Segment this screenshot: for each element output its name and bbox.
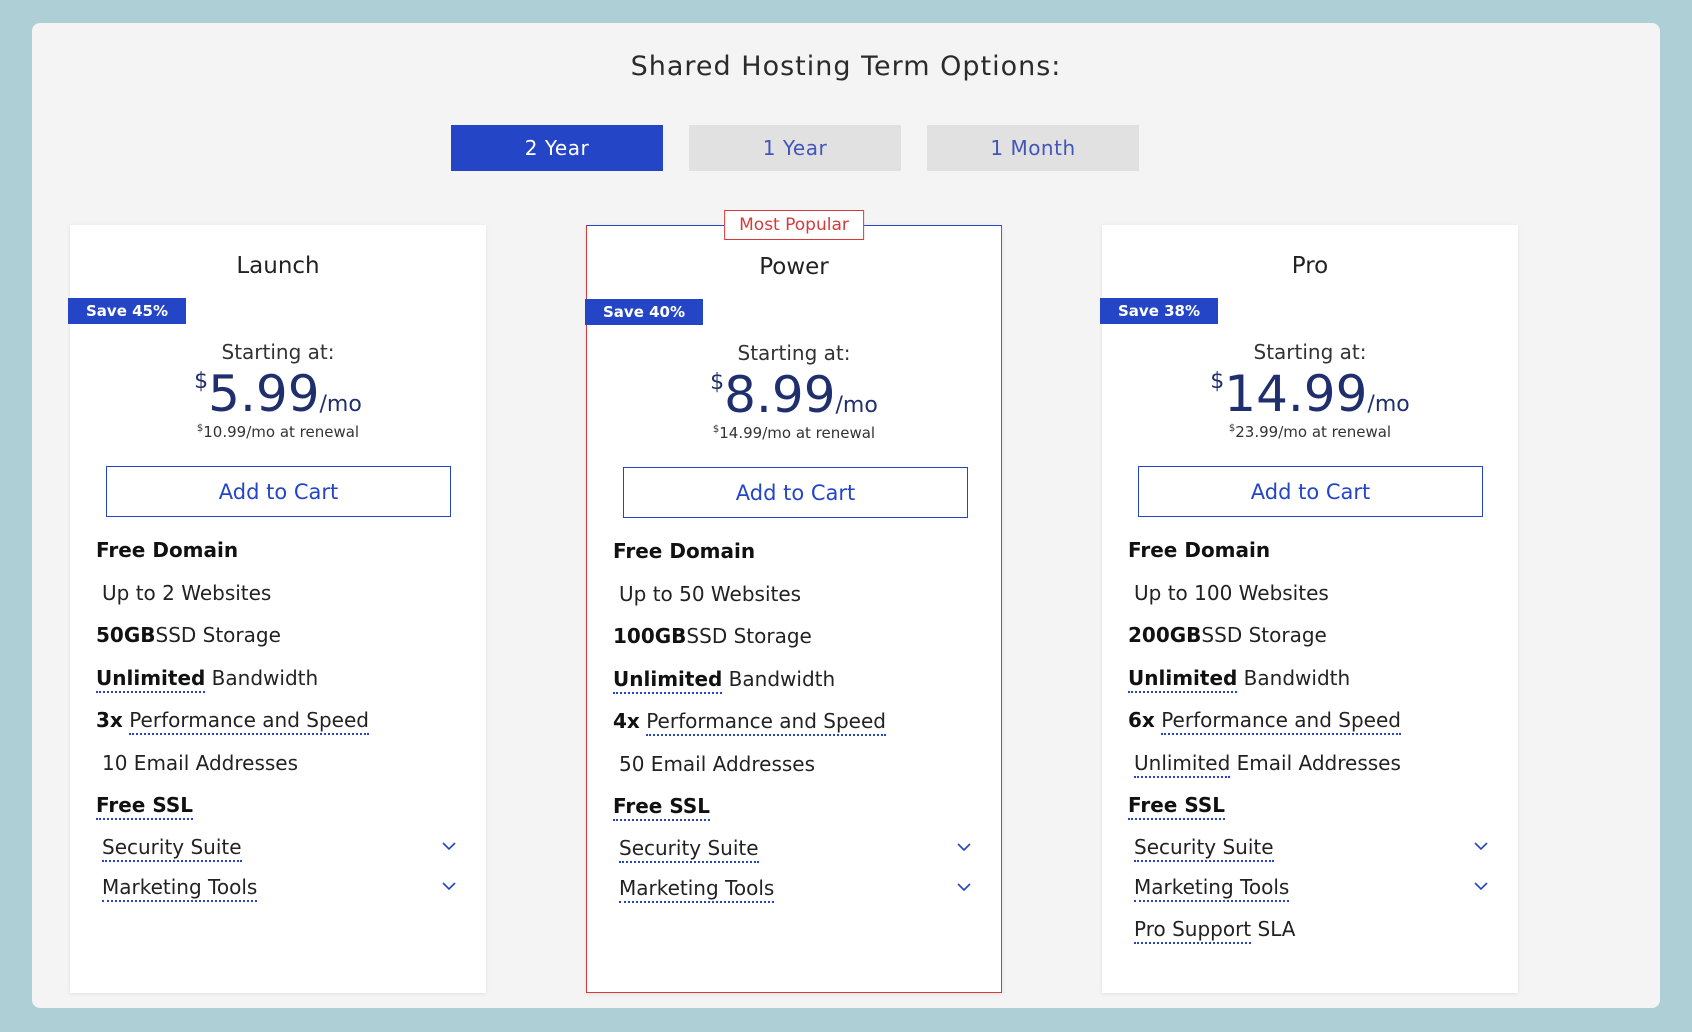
renewal-text: /mo at renewal [762,424,876,442]
renewal-amount: 23.99 [1235,423,1279,441]
starting-at-label: Starting at: [221,340,335,364]
feature-free-domain: Free Domain [613,539,756,563]
feature-marketing-tools[interactable]: Marketing Tools [96,875,460,902]
currency-symbol: $ [710,370,725,395]
feature-email[interactable]: Unlimited Email Addresses [1128,751,1492,778]
chevron-down-icon[interactable] [957,880,971,894]
plan-card-launch: Launch Save 45% Starting at: $5.99/mo $1… [68,225,486,993]
feature-free-domain: Free Domain [1128,538,1271,562]
plan-name: Launch [236,253,320,279]
feature-security-suite[interactable]: Security Suite [96,835,460,862]
feature-security-suite[interactable]: Security Suite [613,836,975,863]
feature-free-domain: Free Domain [96,538,239,562]
feature-websites: Up to 50 Websites [619,582,802,606]
renewal-amount: 14.99 [719,424,763,442]
feature-marketing-tools[interactable]: Marketing Tools [1128,875,1492,902]
feature-pro-support[interactable]: Pro Support SLA [1128,917,1492,944]
chevron-down-icon[interactable] [442,839,456,853]
feature-storage: 50GBSSD Storage [96,623,281,647]
price-amount: 5.99 [208,365,320,423]
plan-card-pro: Pro Save 38% Starting at: $14.99/mo $23.… [1100,225,1518,993]
feature-storage: 100GBSSD Storage [613,624,812,648]
chevron-down-icon[interactable] [442,879,456,893]
price-amount: 14.99 [1224,365,1368,423]
term-2-year-button[interactable]: 2 Year [451,125,663,171]
currency-symbol: $ [1210,369,1225,394]
price: $14.99/mo [1102,365,1518,423]
feature-bandwidth[interactable]: Unlimited Bandwidth [96,666,460,693]
feature-storage: 200GBSSD Storage [1128,623,1327,647]
plan-name: Pro [1291,253,1329,279]
renewal-currency: $ [1228,423,1236,434]
most-popular-badge: Most Popular [724,210,864,240]
feature-security-suite[interactable]: Security Suite [1128,835,1492,862]
renewal-text: /mo at renewal [246,423,360,441]
price: $5.99/mo [70,365,486,423]
renewal-price: $10.99/mo at renewal [70,423,486,441]
feature-email: 10 Email Addresses [102,751,299,775]
page-title: Shared Hosting Term Options: [630,51,1062,82]
add-to-cart-button[interactable]: Add to Cart [106,466,451,517]
feature-performance[interactable]: 6x Performance and Speed [1128,708,1492,735]
renewal-price: $14.99/mo at renewal [587,424,1001,442]
renewal-text: /mo at renewal [1278,423,1392,441]
currency-symbol: $ [194,369,209,394]
feature-email: 50 Email Addresses [619,752,816,776]
price-period: /mo [319,392,362,417]
price: $8.99/mo [587,366,1001,424]
term-1-month-button[interactable]: 1 Month [927,125,1139,171]
renewal-currency: $ [196,423,204,434]
feature-bandwidth[interactable]: Unlimited Bandwidth [1128,666,1492,693]
save-badge: Save 45% [68,298,187,324]
chevron-down-icon[interactable] [957,840,971,854]
renewal-amount: 10.99 [203,423,247,441]
add-to-cart-button[interactable]: Add to Cart [623,467,968,518]
feature-bandwidth[interactable]: Unlimited Bandwidth [613,667,975,694]
renewal-currency: $ [712,424,720,435]
price-period: /mo [1367,392,1410,417]
price-amount: 8.99 [724,366,836,424]
pricing-panel: Shared Hosting Term Options: 2 Year 1 Ye… [32,23,1660,1008]
starting-at-label: Starting at: [1253,340,1367,364]
chevron-down-icon[interactable] [1474,839,1488,853]
feature-websites: Up to 100 Websites [1134,581,1329,605]
starting-at-label: Starting at: [737,341,851,365]
feature-ssl[interactable]: Free SSL [96,793,460,820]
plan-name: Power [759,254,829,280]
add-to-cart-button[interactable]: Add to Cart [1138,466,1483,517]
save-badge: Save 38% [1100,298,1219,324]
feature-performance[interactable]: 4x Performance and Speed [613,709,975,736]
feature-websites: Up to 2 Websites [102,581,272,605]
save-badge: Save 40% [585,299,704,325]
feature-ssl[interactable]: Free SSL [613,794,975,821]
feature-performance[interactable]: 3x Performance and Speed [96,708,460,735]
chevron-down-icon[interactable] [1474,879,1488,893]
feature-marketing-tools[interactable]: Marketing Tools [613,876,975,903]
term-1-year-button[interactable]: 1 Year [689,125,901,171]
plan-card-power: Most Popular Power Save 40% Starting at:… [585,210,1002,993]
price-period: /mo [835,393,878,418]
feature-ssl[interactable]: Free SSL [1128,793,1492,820]
renewal-price: $23.99/mo at renewal [1102,423,1518,441]
